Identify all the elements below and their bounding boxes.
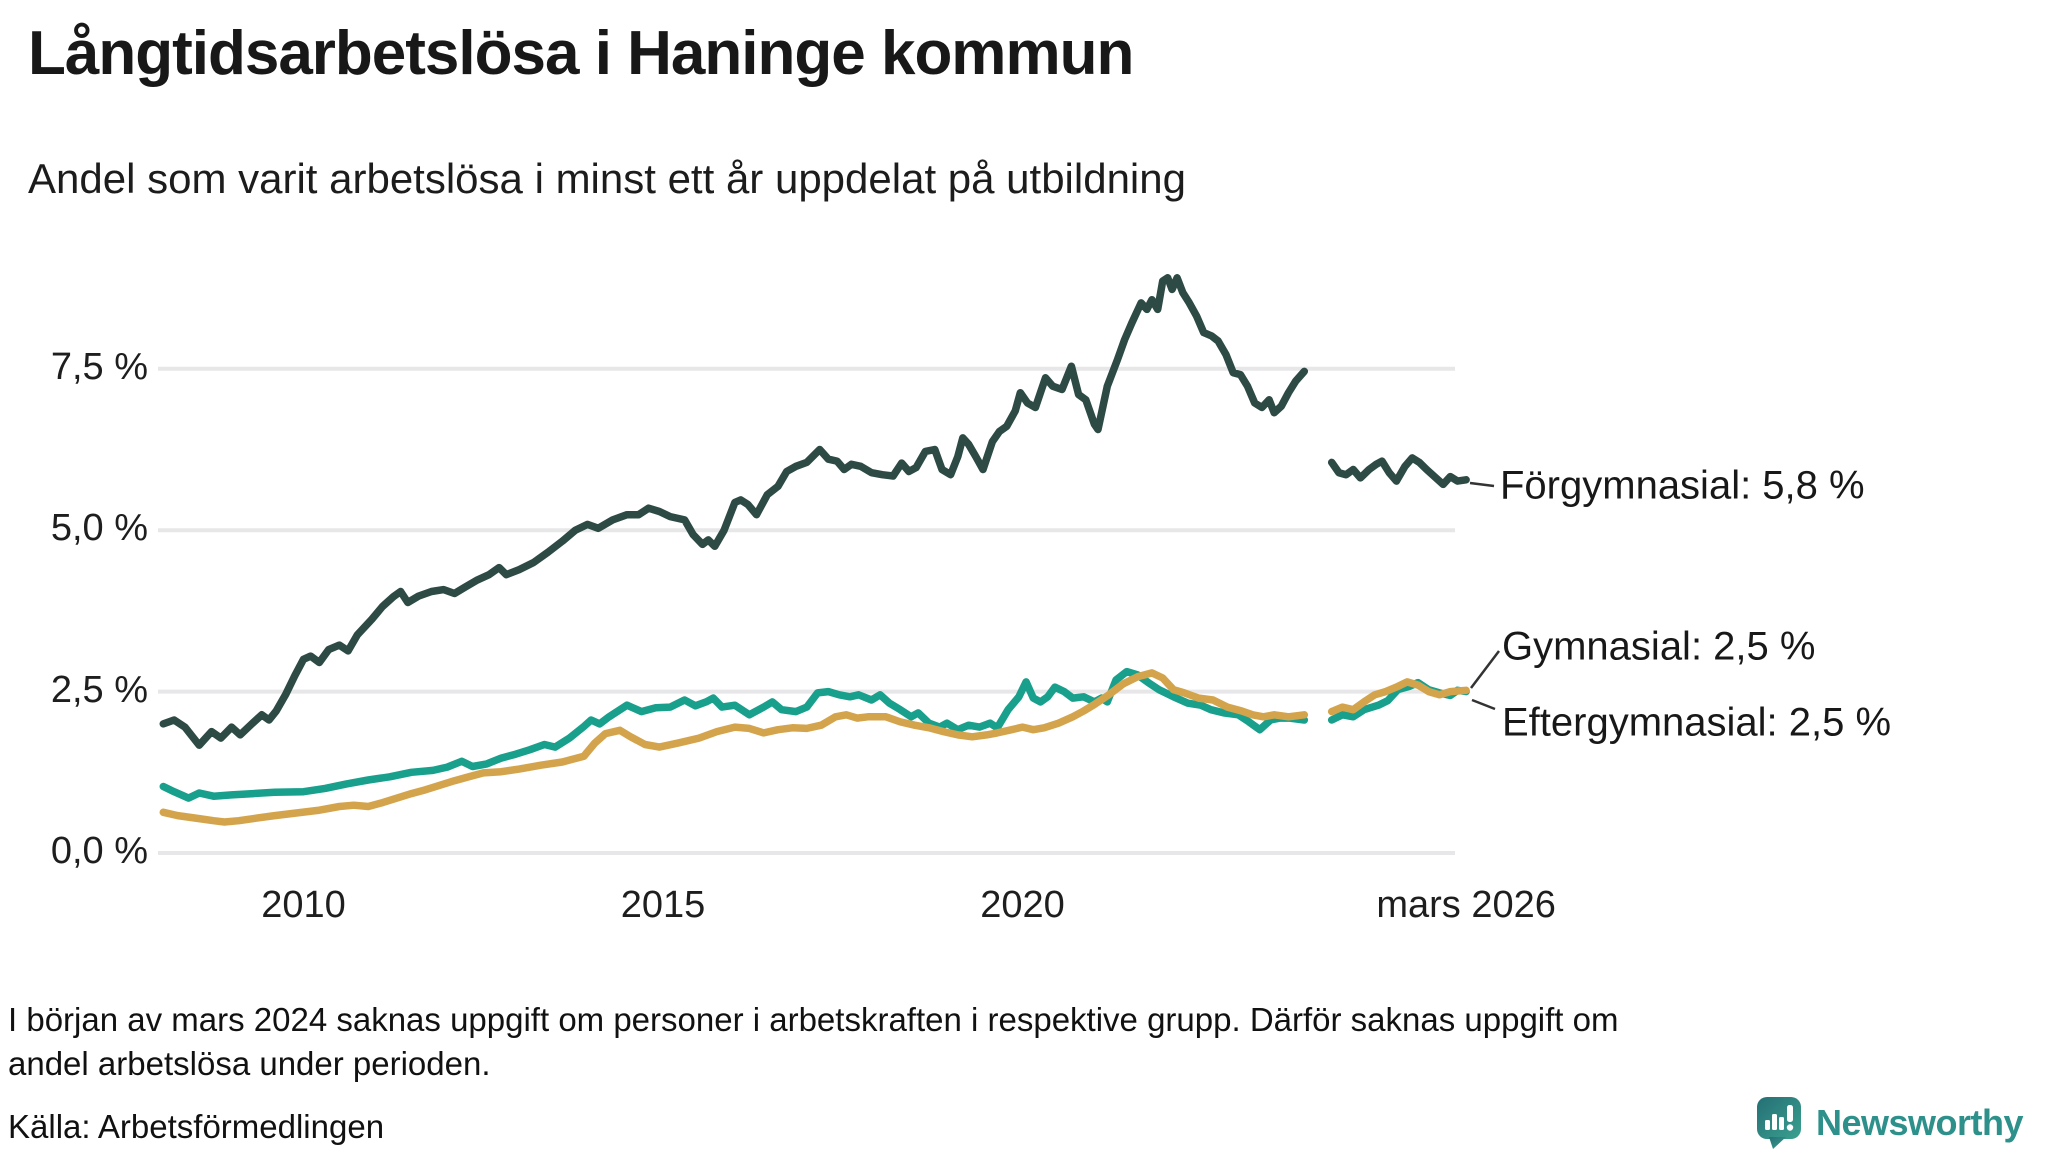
series-label-eftergymnasial: Eftergymnasial: 2,5 %	[1502, 700, 1892, 745]
brand-wordmark: Newsworthy	[1816, 1102, 2024, 1143]
y-tick-label: 7,5 %	[50, 345, 148, 388]
x-tick-label: mars 2026	[1376, 884, 1556, 926]
series-label-forgymnasial: Förgymnasial: 5,8 %	[1500, 463, 1865, 508]
y-tick-label: 2,5 %	[50, 668, 148, 711]
footnote-line-1: I början av mars 2024 saknas uppgift om …	[8, 1001, 1619, 1038]
footnote-line-2: andel arbetslösa under perioden.	[8, 1044, 491, 1082]
speech-bubble-bar-chart-icon	[1757, 1097, 1801, 1149]
y-tick-label: 5,0 %	[50, 506, 148, 549]
label-connector	[1470, 650, 1500, 689]
line-eftergymnasial	[159, 669, 1309, 826]
y-tick-label: 0,0 %	[50, 829, 148, 872]
line-gymnasial	[159, 667, 1309, 802]
label-connector-lines	[1469, 481, 1500, 711]
line-eftergymnasial	[1327, 678, 1470, 716]
label-connector	[1469, 481, 1495, 488]
x-tick-label: 2010	[261, 884, 346, 926]
page-subtitle: Andel som varit arbetslösa i minst ett å…	[28, 155, 1186, 202]
x-tick-label: 2020	[980, 884, 1065, 926]
footnote: I början av mars 2024 saknas uppgift om …	[8, 998, 2018, 1085]
source-credit: Källa: Arbetsförmedlingen	[8, 1108, 385, 1145]
line-förgymnasial	[159, 274, 1309, 749]
x-tick-label: 2015	[620, 884, 706, 926]
line-förgymnasial	[1327, 454, 1470, 489]
label-connector	[1471, 698, 1496, 711]
gridlines	[158, 366, 1455, 855]
newsworthy-branding: Newsworthy	[1756, 1096, 2024, 1150]
series-label-gymnasial: Gymnasial: 2,5 %	[1502, 624, 1816, 669]
page-title: Långtidsarbetslösa i Haninge kommun	[28, 19, 1134, 88]
series-lines	[159, 274, 1470, 826]
